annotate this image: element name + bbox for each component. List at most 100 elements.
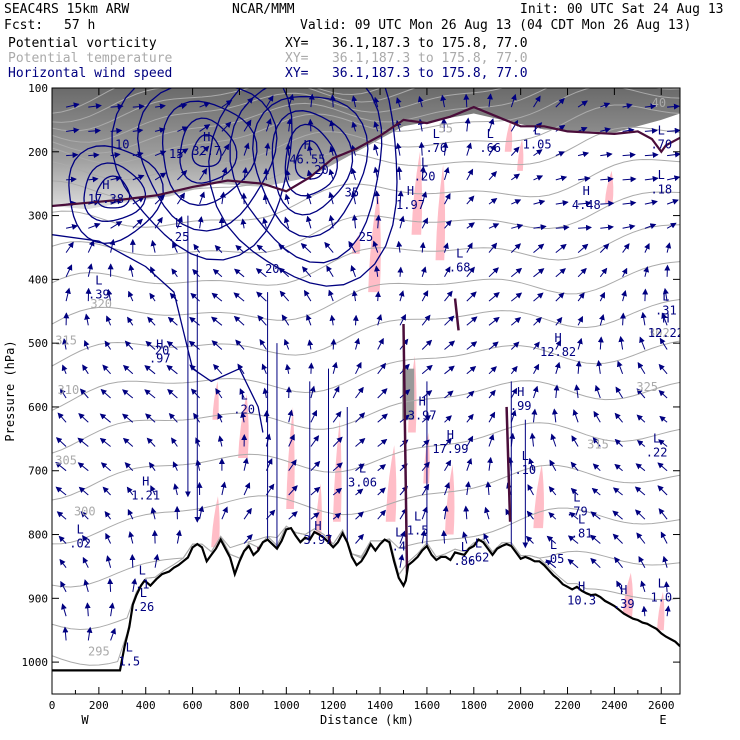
wind-vector (132, 151, 144, 158)
wind-vector (355, 412, 366, 423)
y-tick-label: 800 (28, 529, 48, 542)
wind-vector (352, 314, 359, 326)
x-tick-label: 2600 (648, 699, 675, 712)
wind-vector (484, 506, 490, 520)
wind-vector (65, 102, 80, 109)
wind-vector (262, 217, 268, 229)
wind-vector (355, 386, 364, 399)
wind-vector (102, 364, 111, 375)
wind-vector (546, 535, 557, 544)
wind-vector (657, 462, 668, 472)
wind-speed-contour (83, 162, 147, 223)
wind-vector (510, 243, 522, 253)
wind-vector (578, 224, 592, 231)
theta-contour-label: 325 (636, 380, 658, 394)
wind-vector (355, 463, 365, 472)
wind-vector (122, 364, 134, 375)
wind-vector (355, 488, 364, 496)
theta-contour-label: 302 (648, 326, 670, 340)
extremum-type-label: L (126, 640, 133, 654)
wind-vector (332, 462, 343, 472)
wind-vector (329, 119, 336, 132)
wind-vector (110, 627, 116, 641)
wind-vector (397, 266, 404, 277)
extremum-value-label: .39 (88, 288, 110, 302)
wind-vector (132, 196, 145, 205)
wind-vector (124, 340, 134, 350)
wind-vector (577, 292, 585, 302)
wind-vector (257, 315, 267, 326)
wind-vector (466, 435, 474, 447)
wind-vector (551, 408, 558, 423)
wind-vector (145, 413, 156, 423)
wind-vector (350, 264, 357, 277)
wind-vector (636, 414, 646, 423)
extremum-type-label: H (304, 138, 311, 152)
wind-vector (622, 243, 630, 253)
wind-vector (466, 195, 475, 205)
wind-vector (444, 340, 456, 350)
wind-vector (80, 511, 89, 520)
wind-vector (444, 290, 453, 302)
wind-vector (215, 388, 223, 399)
wind-vector (660, 531, 668, 544)
wind-vector (176, 215, 183, 229)
extremum-value-label: .68 (449, 261, 471, 275)
wind-vector (441, 117, 448, 132)
extremum-type-label: H (662, 312, 669, 326)
wind-vector (548, 486, 557, 496)
wind-vector (510, 146, 520, 156)
wind-vector (110, 127, 123, 134)
valid-time: Valid: 09 UTC Mon 26 Aug 13 (04 CDT Mon … (300, 18, 692, 33)
wind-vector (329, 314, 336, 326)
x-tick-label: 1000 (273, 699, 300, 712)
wind-vector (577, 243, 589, 253)
wind-vector (644, 199, 658, 206)
wind-vector (177, 126, 189, 132)
wind-vector (533, 341, 540, 350)
x-tick-label: 2000 (507, 699, 534, 712)
wind-vector (533, 363, 540, 375)
wind-vector (419, 241, 426, 253)
wind-vector (612, 487, 623, 496)
wind-vector (466, 390, 475, 399)
wind-vector (644, 175, 659, 182)
wind-vector (262, 193, 269, 205)
wind-vector (421, 290, 429, 302)
extremum-value-label: 1.5 (407, 524, 429, 538)
extremum-value-label: .81 (571, 527, 593, 541)
wind-vector (488, 411, 496, 423)
wind-vector (107, 578, 114, 592)
wind-vector (575, 360, 582, 374)
y-tick-label: 600 (28, 401, 48, 414)
wind-vector (533, 175, 544, 181)
wind-vector (488, 267, 499, 278)
wind-vector (211, 292, 223, 302)
wind-vector (255, 268, 267, 278)
wind-vector (466, 168, 474, 181)
x-tick-label: 1800 (461, 699, 488, 712)
wind-vector (243, 119, 252, 132)
wind-vector (86, 626, 93, 641)
wind-vector (463, 505, 470, 520)
wind-vector (350, 190, 357, 205)
wind-vector (443, 242, 449, 253)
wind-vector (658, 508, 668, 520)
wind-vector (488, 198, 498, 205)
x-end-label-east: E (659, 713, 666, 727)
wind-vector (129, 554, 136, 568)
wind-vector (132, 103, 145, 110)
extremum-type-label: L (487, 127, 494, 141)
wind-vector (77, 462, 89, 472)
extremum-type-label: H (620, 583, 627, 597)
wind-vector (106, 288, 113, 302)
extremum-type-label: H (447, 428, 454, 442)
theta-contour-line (52, 261, 680, 325)
wind-vector (577, 126, 588, 133)
wind-vector (278, 267, 290, 278)
wind-vector (644, 223, 657, 230)
wind-vector (286, 118, 293, 132)
wind-vector (555, 339, 562, 350)
wind-speed-contour-label: 20 (314, 163, 328, 177)
wind-vector (190, 388, 200, 399)
